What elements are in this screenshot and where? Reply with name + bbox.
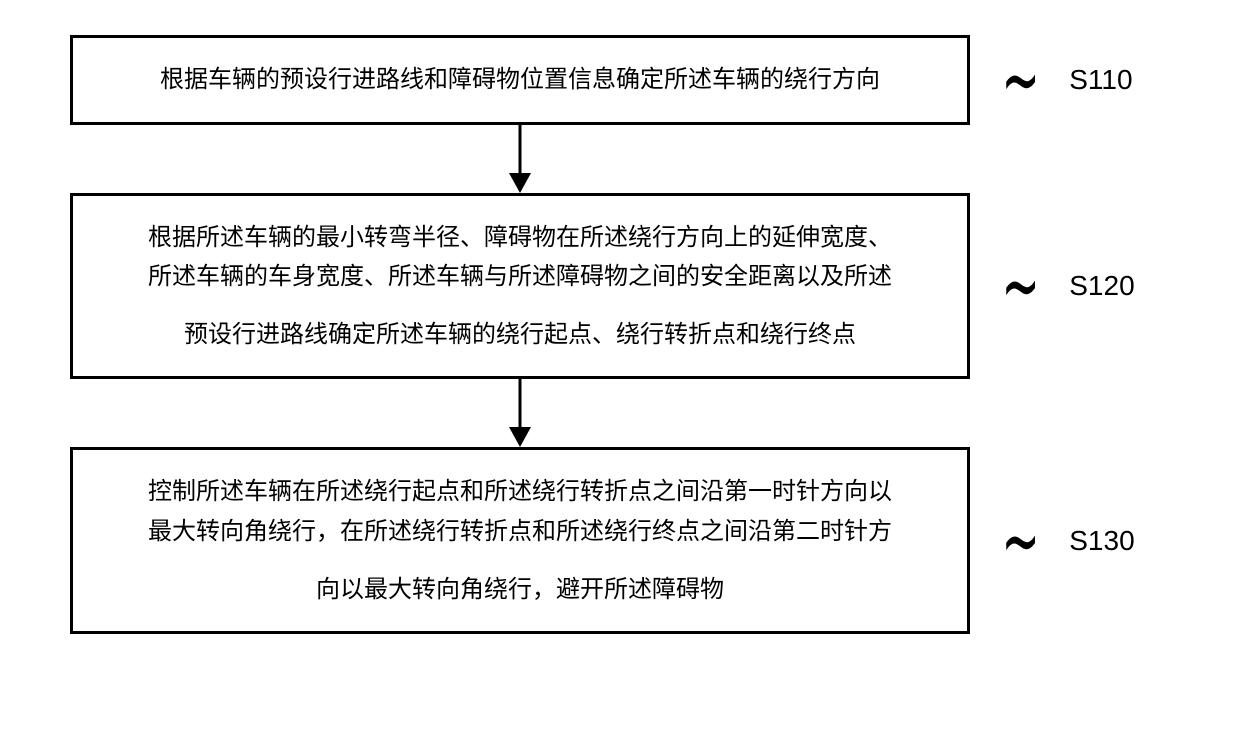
step-label: S130 xyxy=(1069,525,1134,557)
step-label-wrap: ∼ S130 xyxy=(998,514,1135,568)
arrow-line xyxy=(519,125,522,175)
flowchart-step-box: 控制所述车辆在所述绕行起点和所述绕行转折点之间沿第一时针方向以 最大转向角绕行，… xyxy=(70,447,970,634)
line-gap xyxy=(103,297,937,315)
arrow-head-icon xyxy=(509,427,531,447)
flowchart-arrow xyxy=(70,125,970,193)
step-text-line: 最大转向角绕行，在所述绕行转折点和所述绕行终点之间沿第二时针方 xyxy=(148,518,892,545)
step-label: S110 xyxy=(1069,64,1132,96)
arrow-line xyxy=(519,379,522,429)
step-text-line: 根据所述车辆的最小转弯半径、障碍物在所述绕行方向上的延伸宽度、 xyxy=(148,224,892,251)
step-text-line: 预设行进路线确定所述车辆的绕行起点、绕行转折点和绕行终点 xyxy=(184,321,856,348)
connector-tilde-icon: ∼ xyxy=(1001,37,1039,123)
flowchart-step-box: 根据所述车辆的最小转弯半径、障碍物在所述绕行方向上的延伸宽度、 所述车辆的车身宽… xyxy=(70,193,970,380)
step-text-line: 根据车辆的预设行进路线和障碍物位置信息确定所述车辆的绕行方向 xyxy=(160,66,880,93)
step-label-wrap: ∼ S110 xyxy=(998,53,1133,107)
connector-tilde-icon: ∼ xyxy=(1001,498,1039,584)
step-label: S120 xyxy=(1069,270,1134,302)
flowchart-step-row: 根据车辆的预设行进路线和障碍物位置信息确定所述车辆的绕行方向 ∼ S110 xyxy=(70,35,1170,125)
step-text-line: 所述车辆的车身宽度、所述车辆与所述障碍物之间的安全距离以及所述 xyxy=(148,263,892,290)
step-label-wrap: ∼ S120 xyxy=(998,259,1135,313)
line-gap xyxy=(103,552,937,570)
flowchart-step-box: 根据车辆的预设行进路线和障碍物位置信息确定所述车辆的绕行方向 xyxy=(70,35,970,125)
flowchart-step-row: 控制所述车辆在所述绕行起点和所述绕行转折点之间沿第一时针方向以 最大转向角绕行，… xyxy=(70,447,1170,634)
step-text-line: 向以最大转向角绕行，避开所述障碍物 xyxy=(316,576,724,603)
connector-tilde-icon: ∼ xyxy=(1001,243,1039,329)
step-text-line: 控制所述车辆在所述绕行起点和所述绕行转折点之间沿第一时针方向以 xyxy=(148,478,892,505)
flowchart-container: 根据车辆的预设行进路线和障碍物位置信息确定所述车辆的绕行方向 ∼ S110 根据… xyxy=(70,35,1170,634)
flowchart-step-row: 根据所述车辆的最小转弯半径、障碍物在所述绕行方向上的延伸宽度、 所述车辆的车身宽… xyxy=(70,193,1170,380)
arrow-head-icon xyxy=(509,173,531,193)
flowchart-arrow xyxy=(70,379,970,447)
